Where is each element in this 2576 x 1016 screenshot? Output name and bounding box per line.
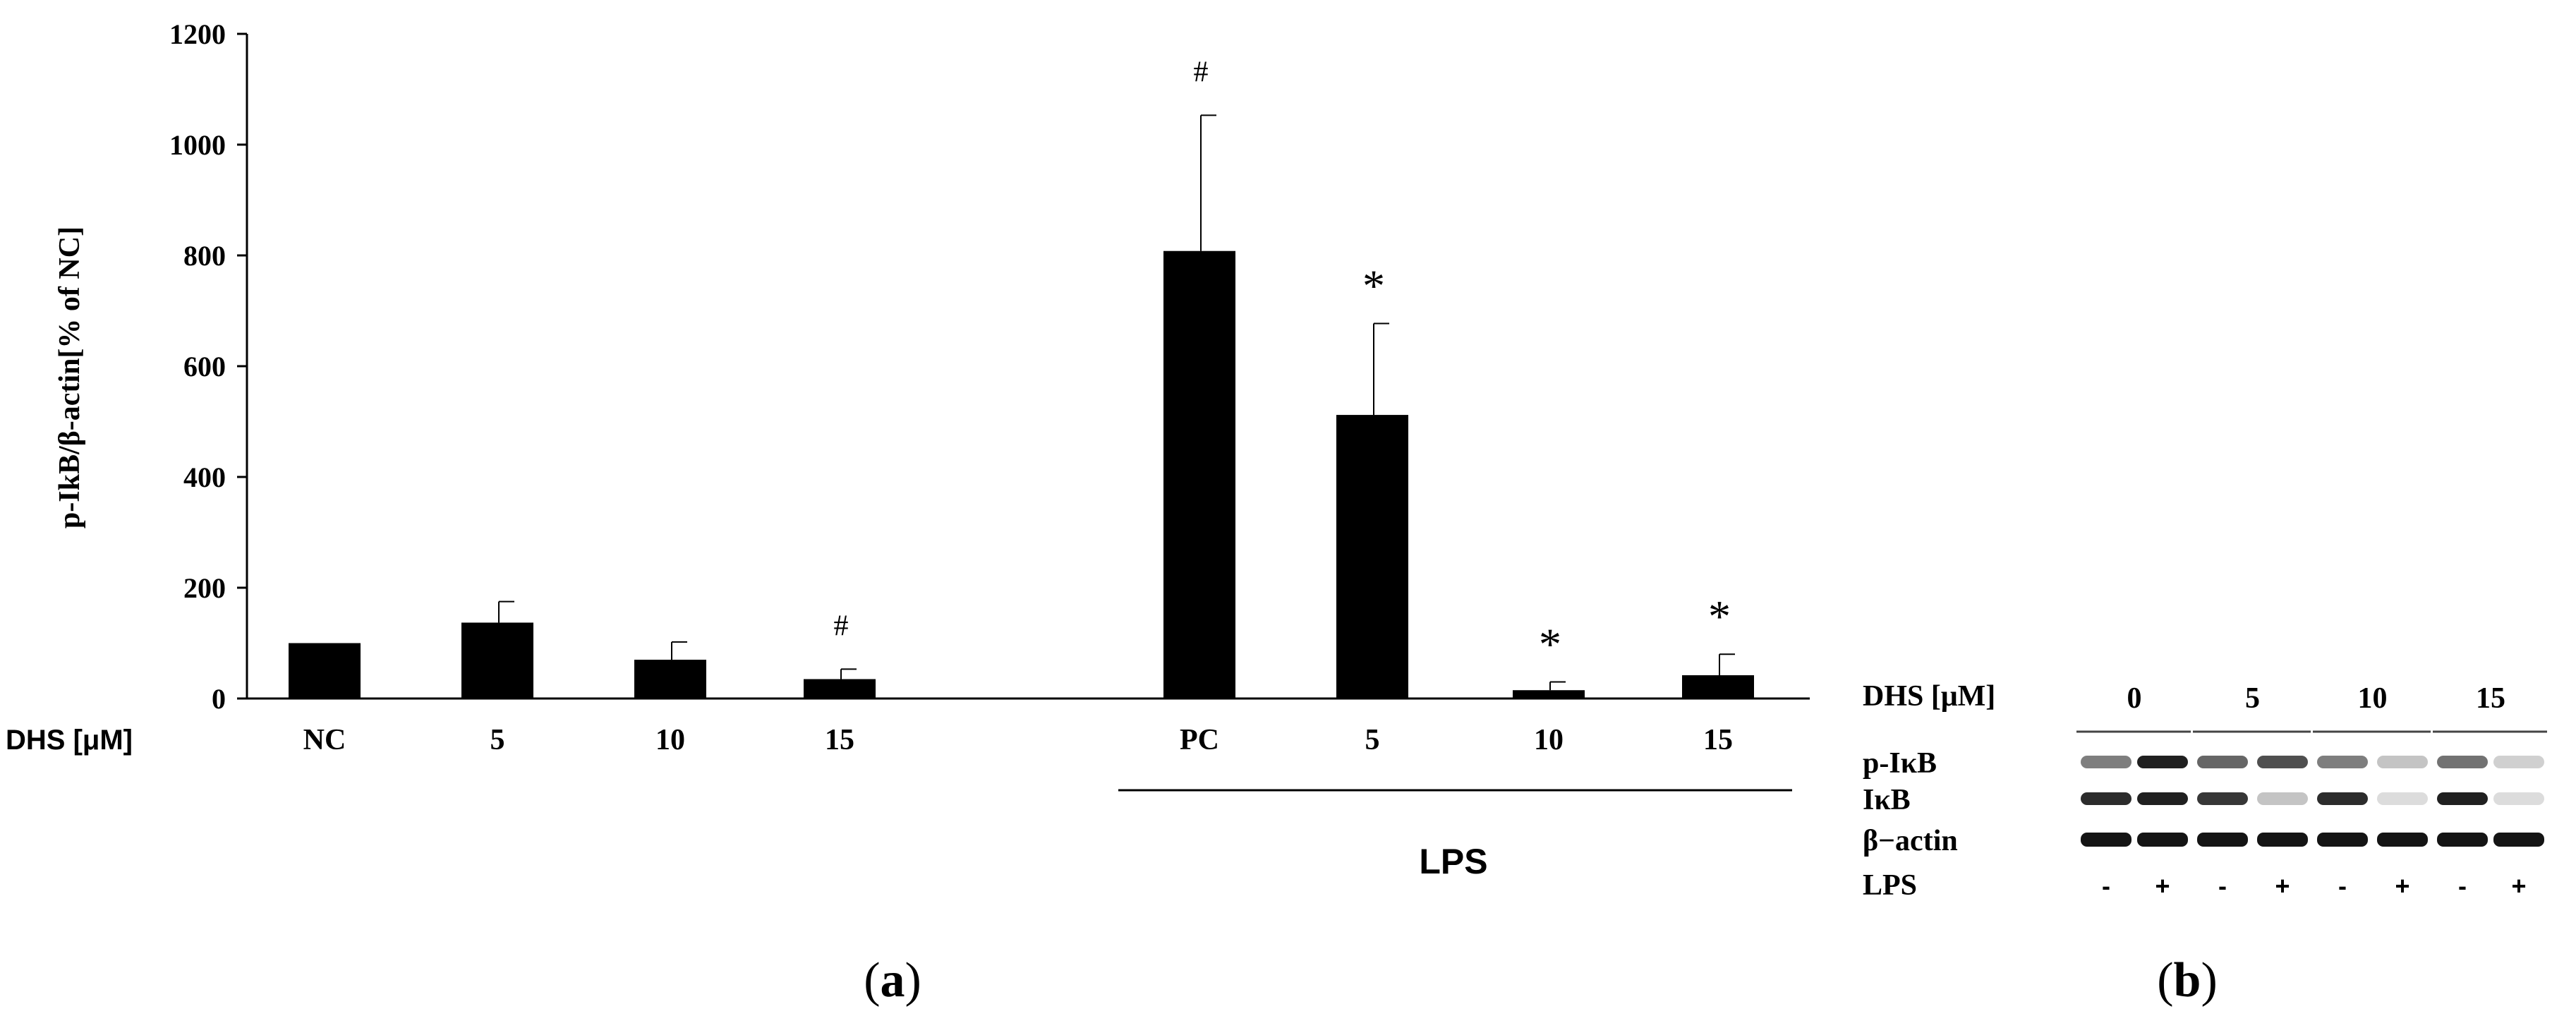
blot-band xyxy=(2257,756,2308,768)
x-category-label: NC xyxy=(303,724,346,756)
bar xyxy=(1336,415,1408,698)
x-category-label: PC xyxy=(1180,724,1219,756)
blot-row-labels: p-IκB IκB β−actin xyxy=(1863,747,1958,857)
blot-lps-sign: + xyxy=(2155,871,2170,900)
x-category-label: 5 xyxy=(490,724,505,756)
blot-band xyxy=(2377,792,2428,805)
y-tick-label: 400 xyxy=(183,461,226,493)
significance-marker: * xyxy=(1708,591,1731,641)
panel-a-label: (a) xyxy=(864,953,921,1008)
x-category-label: 15 xyxy=(1703,724,1733,756)
blot-lps-sign: + xyxy=(2511,871,2526,900)
bar xyxy=(1682,675,1754,698)
bar xyxy=(461,622,533,698)
blot-doses: 0 5 10 15 xyxy=(2076,682,2547,733)
bar xyxy=(804,679,876,698)
y-ticks: 0 200 400 600 800 1000 1200 xyxy=(169,18,247,715)
blot-band xyxy=(2317,756,2368,768)
blot-band xyxy=(2081,833,2131,847)
blot-dose-label: 10 xyxy=(2358,682,2388,715)
blot-bands xyxy=(2081,756,2544,847)
blot-lps-label: LPS xyxy=(1863,869,1917,902)
blot-band xyxy=(2081,756,2131,768)
blot-lps-sign: - xyxy=(2102,871,2110,900)
blot-band xyxy=(2493,756,2544,768)
bar xyxy=(634,660,706,698)
significance-marker: # xyxy=(834,610,849,642)
blot-band xyxy=(2137,756,2188,768)
significance-marker: # xyxy=(1194,56,1209,88)
blot-band xyxy=(2257,833,2308,847)
blot-dose-label: 5 xyxy=(2245,682,2260,715)
blot-lps-sign: + xyxy=(2395,871,2409,900)
blot-band xyxy=(2493,833,2544,847)
blot-dose-label: 0 xyxy=(2127,682,2142,715)
lps-group-label: LPS xyxy=(1419,842,1487,881)
western-blot: DHS [μM] 0 5 10 15 p-IκB IκB β−actin LPS - + - +… xyxy=(1863,680,2547,1008)
y-tick-label: 200 xyxy=(183,572,226,604)
blot-band xyxy=(2197,756,2248,768)
category-labels: NC 5 10 15 PC 5 10 15 xyxy=(303,724,1733,756)
y-tick-label: 0 xyxy=(212,683,226,715)
blot-lps-signs: - + - + - + - + xyxy=(2102,871,2527,900)
blot-row-label: p-IκB xyxy=(1863,747,1937,780)
x-category-label: 15 xyxy=(825,724,854,756)
blot-row-label: β−actin xyxy=(1863,825,1958,857)
blot-dhs-label: DHS [μM] xyxy=(1863,680,1995,713)
y-axis-label: p-IkB/β-actin[% of NC] xyxy=(54,226,86,528)
blot-lps-sign: + xyxy=(2275,871,2290,900)
bar xyxy=(289,643,361,698)
blot-band xyxy=(2317,792,2368,805)
blot-row-label: IκB xyxy=(1863,784,1911,816)
bar xyxy=(1513,690,1585,698)
blot-band xyxy=(2137,792,2188,805)
blot-lps-sign: - xyxy=(2458,871,2467,900)
blot-band xyxy=(2377,833,2428,847)
blot-band xyxy=(2437,792,2488,805)
x-category-label: 10 xyxy=(655,724,685,756)
bar xyxy=(1163,250,1235,699)
blot-band xyxy=(2197,833,2248,847)
y-tick-label: 1000 xyxy=(169,129,226,161)
blot-band xyxy=(2257,792,2308,805)
blot-band xyxy=(2081,792,2131,805)
blot-band xyxy=(2493,792,2544,805)
significance-marker: * xyxy=(1362,261,1385,311)
significance-marker: * xyxy=(1539,619,1561,669)
x-category-label: 5 xyxy=(1365,724,1380,756)
y-tick-label: 600 xyxy=(183,351,226,382)
blot-lps-sign: - xyxy=(2218,871,2227,900)
y-tick-label: 1200 xyxy=(169,18,226,50)
blot-band xyxy=(2437,756,2488,768)
blot-band xyxy=(2317,833,2368,847)
bar-chart: p-IkB/β-actin[% of NC] 0 200 400 600 800 1000… xyxy=(6,18,1810,1008)
blot-lps-sign: - xyxy=(2338,871,2347,900)
blot-band xyxy=(2197,792,2248,805)
blot-band xyxy=(2377,756,2428,768)
dose-row-label: DHS [μM] xyxy=(6,725,133,756)
blot-band xyxy=(2437,833,2488,847)
x-category-label: 10 xyxy=(1534,724,1564,756)
blot-band xyxy=(2137,833,2188,847)
bars: # # * * * xyxy=(289,56,1754,699)
blot-dose-label: 15 xyxy=(2476,682,2505,715)
y-tick-label: 800 xyxy=(183,240,226,272)
panel-b-label: (b) xyxy=(2157,953,2218,1008)
